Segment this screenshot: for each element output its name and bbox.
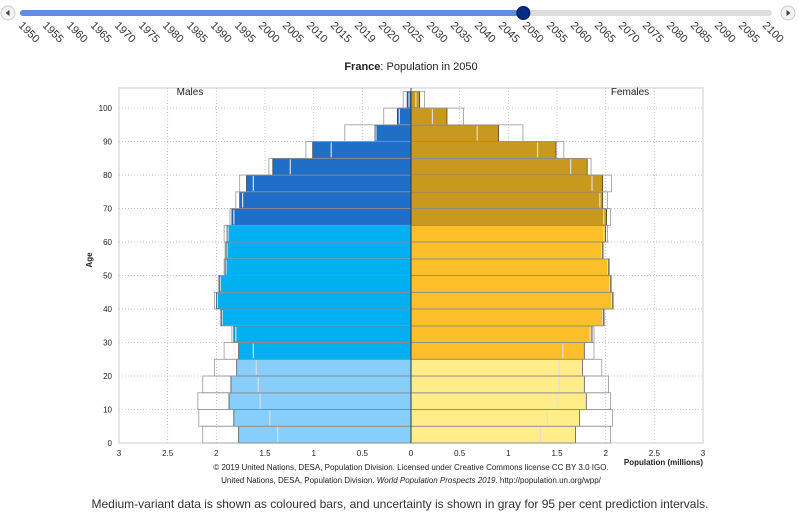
bar xyxy=(410,291,613,310)
bar xyxy=(238,342,412,360)
bar xyxy=(226,225,412,243)
y-tick-label: 60 xyxy=(103,238,112,247)
bar xyxy=(374,124,412,142)
bar xyxy=(236,358,412,377)
x-tick-label: 1 xyxy=(506,449,511,458)
x-tick-label: 2.5 xyxy=(162,449,174,458)
bar xyxy=(410,375,585,394)
credit-part: United Nations, DESA, Population Divisio… xyxy=(221,476,377,485)
title-country: France xyxy=(344,61,380,73)
chart-title: France: Population in 2050 xyxy=(344,61,477,73)
x-tick-label: 2 xyxy=(214,449,219,458)
bar xyxy=(410,325,593,343)
bar xyxy=(410,191,604,209)
y-tick-label: 80 xyxy=(103,171,112,180)
y-tick-label: 70 xyxy=(103,205,112,214)
y-tick-label: 90 xyxy=(103,138,112,147)
x-tick-label: 3 xyxy=(117,449,122,458)
y-tick-label: 0 xyxy=(108,439,113,448)
x-tick-label: 2.5 xyxy=(649,449,661,458)
x-tick-label: 1.5 xyxy=(551,449,563,458)
bar xyxy=(410,158,588,176)
x-tick-label: 0.5 xyxy=(454,449,466,458)
x-tick-label: 1.5 xyxy=(259,449,271,458)
bar xyxy=(220,308,412,327)
title-rest: : Population in 2050 xyxy=(380,61,477,73)
bar xyxy=(410,141,557,159)
x-tick-label: 2 xyxy=(603,449,608,458)
bar xyxy=(410,124,499,142)
prev-icon xyxy=(5,10,10,16)
legend-label: Males xyxy=(177,87,204,98)
bar xyxy=(239,191,412,209)
footnote: Medium-variant data is shown as coloured… xyxy=(92,497,709,511)
x-tick-label: 3 xyxy=(701,449,706,458)
y-tick-label: 30 xyxy=(103,339,112,348)
bar xyxy=(410,358,583,377)
bar xyxy=(410,275,611,293)
next-icon xyxy=(786,10,791,16)
y-tick-label: 40 xyxy=(103,305,112,314)
legend-label: Females xyxy=(611,87,649,98)
y-tick-label: 50 xyxy=(103,272,112,281)
credit-part: . http://population.un.org/wpp/ xyxy=(495,476,601,485)
bar xyxy=(410,308,605,327)
bar xyxy=(410,342,585,360)
bar xyxy=(410,208,607,226)
credit-line: © 2019 United Nations, DESA, Population … xyxy=(213,463,608,472)
bar xyxy=(231,208,412,226)
slider-fill xyxy=(20,10,524,16)
x-axis-label: Population (millions) xyxy=(624,458,703,467)
bar xyxy=(410,225,606,243)
bar xyxy=(410,409,580,427)
bar xyxy=(228,392,412,410)
slider-thumb[interactable] xyxy=(516,6,531,20)
y-tick-label: 100 xyxy=(99,104,113,113)
bar xyxy=(233,409,412,427)
x-tick-label: 1 xyxy=(311,449,316,458)
bar xyxy=(218,275,412,293)
bar xyxy=(410,174,604,193)
credit-line: United Nations, DESA, Population Divisio… xyxy=(221,476,602,485)
bar xyxy=(272,158,412,176)
bar xyxy=(410,392,587,410)
x-tick-label: 0.5 xyxy=(357,449,369,458)
x-tick-label: 0 xyxy=(409,449,414,458)
bar xyxy=(238,425,412,444)
bar xyxy=(246,174,412,193)
bar xyxy=(312,141,412,159)
bar xyxy=(216,291,412,310)
bar xyxy=(410,425,576,444)
y-axis-label: Age xyxy=(85,252,94,268)
bar xyxy=(410,107,448,126)
y-tick-label: 20 xyxy=(103,372,112,381)
credit-part: World Population Prospects 2019 xyxy=(377,476,496,485)
bar xyxy=(410,258,609,276)
bar xyxy=(233,325,412,343)
bar xyxy=(225,241,412,260)
bar xyxy=(410,241,604,260)
y-tick-label: 10 xyxy=(103,406,112,415)
bar xyxy=(224,258,412,276)
